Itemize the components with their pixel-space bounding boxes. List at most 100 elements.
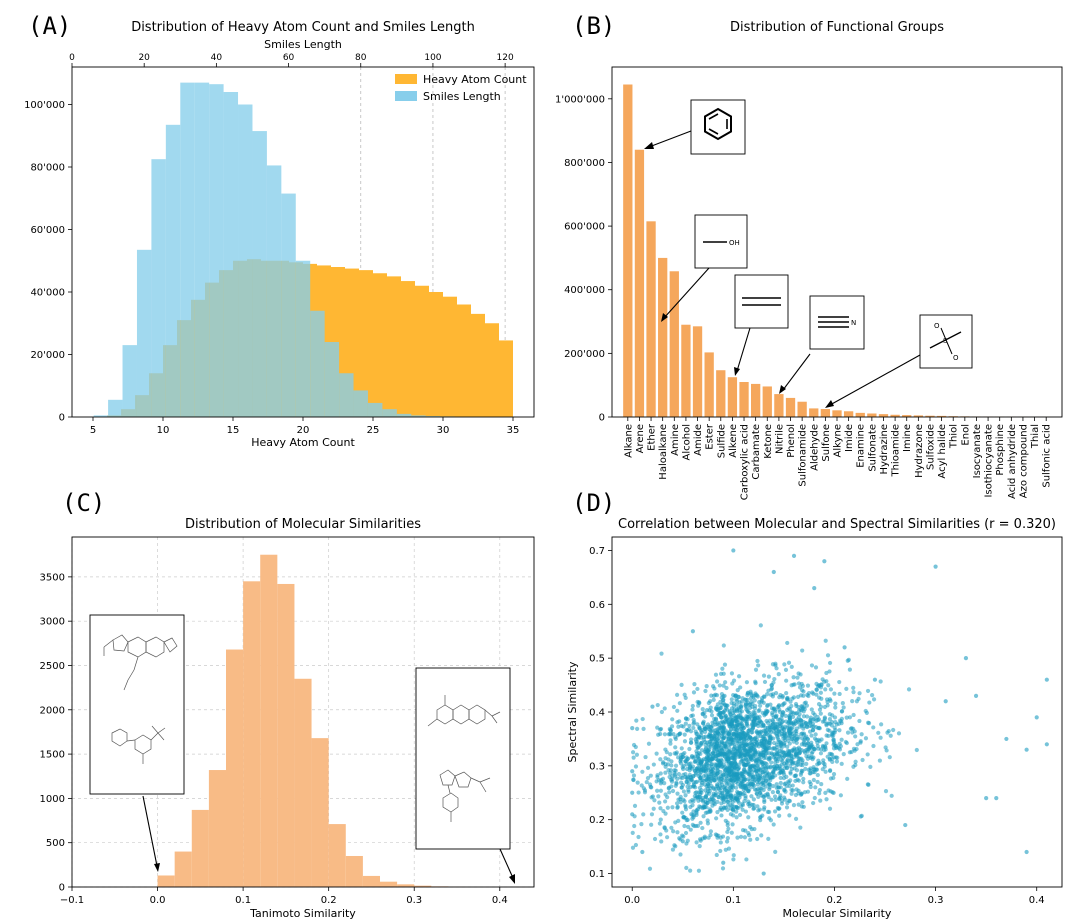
scatter-point <box>636 834 641 840</box>
scatter-point <box>811 800 816 806</box>
x-tick-label: 0.1 <box>725 895 741 906</box>
scatter-point <box>786 727 792 732</box>
scatter-point <box>773 797 778 802</box>
scatter-point <box>864 710 869 716</box>
scatter-point <box>784 805 790 810</box>
scatter-point <box>675 708 680 713</box>
scatter-point <box>844 715 849 720</box>
bar-functional-group <box>669 271 679 417</box>
scatter-point <box>767 746 772 751</box>
scatter-point <box>688 827 693 832</box>
scatter-point <box>722 735 727 741</box>
scatter-point <box>749 774 754 779</box>
scatter-point <box>696 756 701 761</box>
scatter-point <box>779 719 785 725</box>
category-label: Ether <box>647 423 658 451</box>
scatter-point <box>708 829 713 834</box>
scatter-point <box>879 722 884 727</box>
scatter-point <box>715 768 720 773</box>
scatter-point <box>828 687 834 692</box>
scatter-point <box>714 791 719 796</box>
scatter-point <box>814 692 819 697</box>
scatter-point <box>761 736 766 741</box>
scatter-point <box>739 699 744 704</box>
bar-tanimoto-bin <box>243 581 261 887</box>
scatter-point <box>756 663 761 668</box>
scatter-point <box>740 696 745 701</box>
scatter-point <box>752 806 757 811</box>
scatter-point <box>639 822 644 827</box>
scatter-point <box>715 783 720 788</box>
scatter-point <box>711 756 716 761</box>
scatter-point <box>783 763 788 768</box>
scatter-point <box>748 767 753 772</box>
nitrile-label: N <box>851 319 856 327</box>
bar-functional-group <box>809 408 819 417</box>
bar-smiles-length <box>194 82 210 417</box>
scatter-point <box>825 703 830 708</box>
scatter-point <box>829 720 835 725</box>
y-tick-label: 0 <box>59 413 65 424</box>
scatter-point <box>731 548 736 553</box>
scatter-point <box>659 709 664 715</box>
panel-a-top-axis-label: Smiles Length <box>264 38 342 51</box>
scatter-point <box>767 787 772 792</box>
scatter-point <box>718 760 723 765</box>
scatter-point <box>721 772 726 778</box>
scatter-point <box>859 732 864 737</box>
y-tick-label: 0.7 <box>589 546 605 557</box>
scatter-point <box>640 849 645 855</box>
scatter-point <box>795 675 800 680</box>
scatter-point <box>771 822 776 827</box>
x-tick-label: 5 <box>90 425 96 436</box>
scatter-point <box>827 768 833 774</box>
scatter-point <box>699 740 704 745</box>
scatter-point <box>763 732 768 737</box>
scatter-point <box>677 701 682 706</box>
sulfone-label-s: S <box>943 337 948 345</box>
category-label: Sulfonic acid <box>1042 424 1053 488</box>
scatter-point <box>903 822 908 828</box>
scatter-point <box>724 839 730 844</box>
scatter-point <box>734 702 739 707</box>
scatter-point <box>723 818 728 823</box>
panel-c-letter: (C) <box>62 489 105 517</box>
scatter-point <box>647 782 653 787</box>
scatter-point <box>719 801 724 806</box>
scatter-point <box>703 810 708 816</box>
scatter-point <box>673 774 678 779</box>
scatter-point <box>804 714 810 719</box>
scatter-point <box>810 721 816 726</box>
scatter-point <box>885 730 890 735</box>
scatter-point <box>914 747 919 753</box>
scatter-point <box>746 830 751 836</box>
scatter-point <box>768 765 773 770</box>
scatter-point <box>668 752 673 757</box>
scatter-point <box>728 793 734 798</box>
scatter-point <box>669 759 674 764</box>
scatter-point <box>691 725 696 731</box>
scatter-point <box>721 671 726 676</box>
scatter-point <box>725 823 730 828</box>
scatter-point <box>770 692 776 697</box>
scatter-point <box>773 760 778 765</box>
bar-smiles-length <box>223 92 239 417</box>
scatter-point <box>799 723 804 728</box>
scatter-point <box>838 793 843 798</box>
scatter-point <box>719 747 724 753</box>
scatter-point <box>801 776 806 781</box>
scatter-point <box>716 738 721 744</box>
scatter-point <box>786 721 791 726</box>
scatter-point <box>709 709 714 714</box>
scatter-point <box>727 730 732 735</box>
scatter-point <box>698 775 703 780</box>
sulfone-icon: O S O <box>919 314 973 369</box>
scatter-point <box>766 772 771 777</box>
bar-functional-group <box>704 352 714 417</box>
scatter-point <box>691 809 696 814</box>
scatter-point <box>755 715 760 720</box>
scatter-point <box>859 813 864 818</box>
category-label: Thioamide <box>891 424 902 478</box>
scatter-point <box>751 783 757 788</box>
scatter-point <box>836 721 842 726</box>
